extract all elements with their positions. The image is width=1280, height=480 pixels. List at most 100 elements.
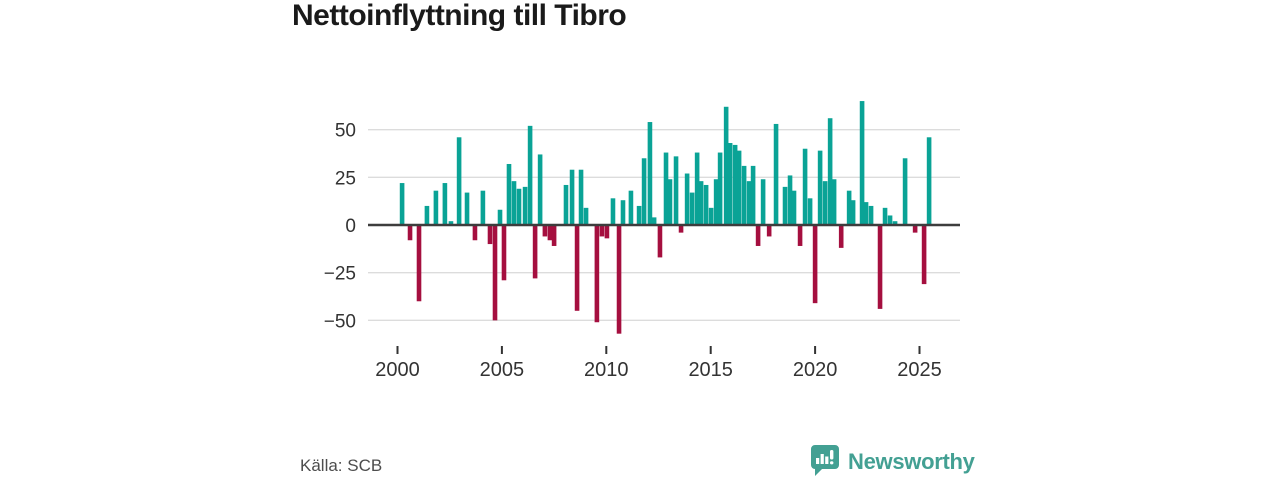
bar [831,179,837,225]
bar [464,192,470,225]
bar [522,186,528,225]
bar [926,137,932,225]
bar [773,123,779,225]
bar [563,184,569,225]
bar [636,205,642,225]
bar [551,225,557,246]
bar [863,202,869,225]
bar [663,152,669,225]
bar [877,225,883,309]
bar [657,225,663,258]
bar [527,125,533,225]
bar [684,173,690,225]
bar [480,190,486,225]
bar [599,225,605,237]
bar [850,200,856,225]
bar [787,175,793,225]
bar [492,225,498,321]
chart-title: Nettoinflyttning till Tibro [292,0,627,32]
bar [610,198,616,225]
bar [433,190,439,225]
bar [620,200,626,225]
bar [723,106,729,225]
bar [741,165,747,225]
bar [812,225,818,304]
y-axis-tick-label: 0 [345,216,356,237]
bar [859,101,865,225]
bar [542,225,548,237]
bar [628,190,634,225]
x-axis-tick-label: 2005 [480,359,525,381]
bar [448,221,454,225]
bar [846,190,852,225]
bar [506,163,512,225]
x-axis-tick-label: 2025 [897,359,942,381]
bar [902,158,908,225]
bar [755,225,761,246]
bar [547,225,553,241]
bar [442,183,448,225]
bar [516,188,522,225]
bar [416,225,422,302]
bar [472,225,478,241]
x-axis-tick-label: 2000 [375,359,420,381]
bar [782,186,788,225]
bar [487,225,493,245]
bar [921,225,927,285]
y-axis-tick-label: 50 [335,121,356,142]
bar [583,207,589,225]
y-axis-tick-label: −25 [324,264,356,285]
bar [791,190,797,225]
bar [399,183,405,225]
bar [717,152,723,225]
bar [892,221,898,225]
bar [797,225,803,246]
brand-name: Newsworthy [848,449,975,474]
x-axis-tick-label: 2020 [793,359,838,381]
bar [678,225,684,233]
bar [760,179,766,225]
x-axis-tick-label: 2010 [584,359,629,381]
bar [736,150,742,225]
bar [868,205,874,225]
bar [694,152,700,225]
bar [732,144,738,225]
bar [456,137,462,225]
bar [574,225,580,311]
bar [407,225,413,241]
bar [882,207,888,225]
bar [616,225,622,334]
bar [708,207,714,225]
bar [807,198,813,225]
bar [497,209,503,225]
bar [569,169,575,225]
y-axis-tick-label: −50 [324,311,356,332]
bar [746,181,752,225]
bar [673,156,679,225]
bar [424,205,430,225]
bar [703,184,709,225]
newsworthy-logo: Newsworthy [810,444,975,480]
bar [537,154,543,225]
bar [912,225,918,233]
bar [817,150,823,225]
bar [698,181,704,225]
bar [750,165,756,225]
bar [827,118,833,225]
bar [838,225,844,248]
bar [689,192,695,225]
x-axis-tick-label: 2015 [688,359,733,381]
newsworthy-bar-chart-icon [811,445,839,476]
bar [802,148,808,225]
bar [713,179,719,225]
bar [578,169,584,225]
y-axis-tick-label: 25 [335,168,356,189]
bar [594,225,600,323]
source-label: Källa: SCB [300,456,383,475]
bar [501,225,507,281]
bar [667,179,673,225]
bar [511,181,517,225]
bar [822,181,828,225]
